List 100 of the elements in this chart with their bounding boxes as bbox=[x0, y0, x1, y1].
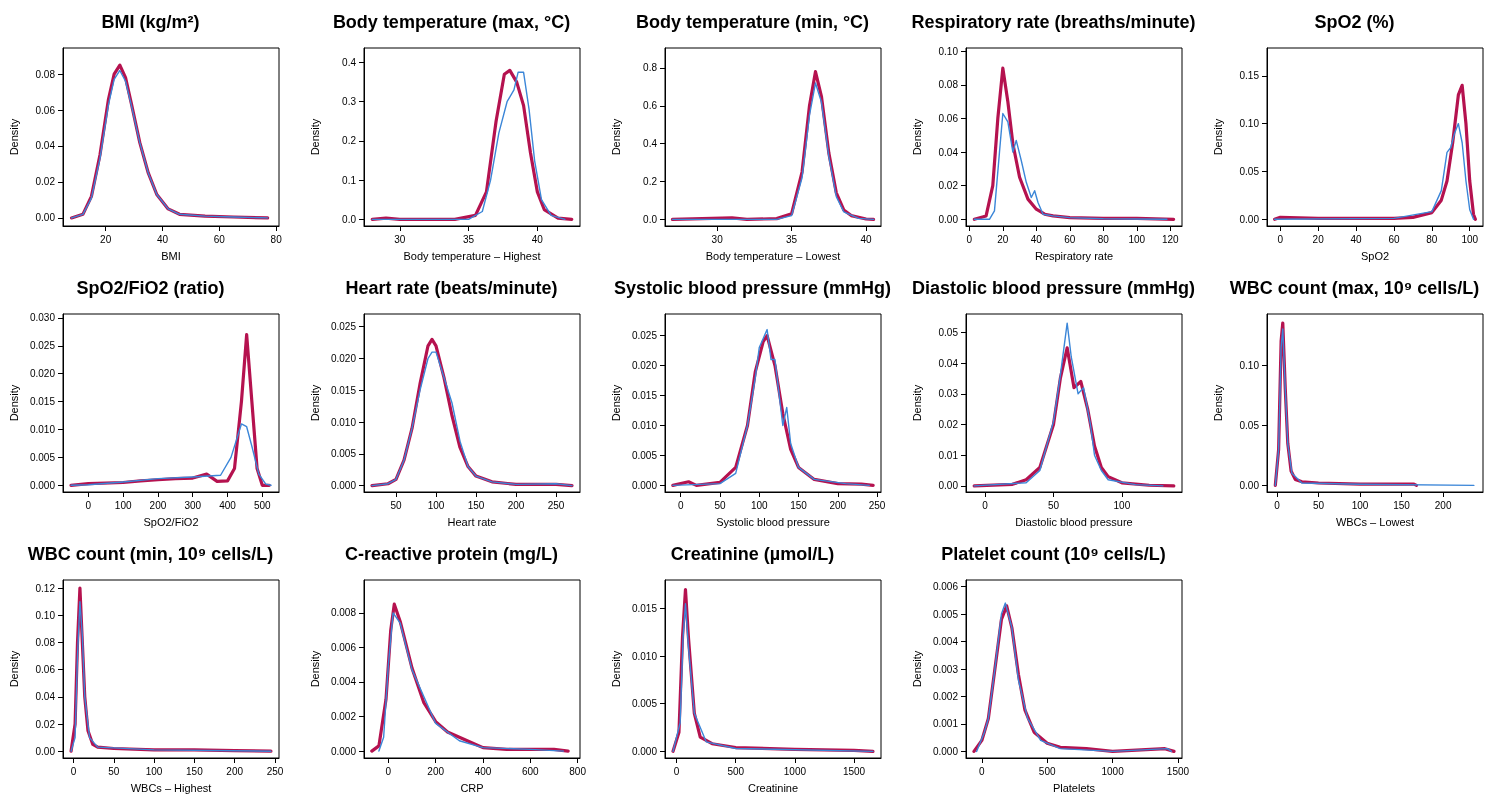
y-tick-label: 0.02 bbox=[938, 418, 959, 430]
x-tick-label: 50 bbox=[1312, 499, 1325, 511]
y-tick-label: 0.030 bbox=[29, 312, 56, 324]
x-tick-label: 60 bbox=[213, 233, 226, 245]
y-tick-label: 0.020 bbox=[631, 360, 658, 372]
x-tick-label: 100 bbox=[1113, 499, 1131, 511]
y-tick-label: 0.05 bbox=[1239, 165, 1260, 177]
x-tick-label: 80 bbox=[1426, 233, 1438, 245]
y-tick-label: 0.006 bbox=[330, 641, 357, 653]
x-tick-label: 50 bbox=[108, 765, 120, 777]
y-axis-title: Density bbox=[910, 118, 923, 156]
y-tick-label: 0.00 bbox=[35, 745, 56, 757]
x-tick-label: 400 bbox=[474, 765, 492, 777]
y-tick-label: 0.00 bbox=[938, 213, 959, 225]
x-tick-label: 0 bbox=[979, 765, 986, 777]
chart-title: BMI (kg/m²) bbox=[101, 12, 200, 32]
x-tick-label: 200 bbox=[226, 765, 244, 777]
x-tick-label: 0 bbox=[70, 765, 77, 777]
x-axis-title: Heart rate bbox=[447, 515, 497, 528]
y-tick-label: 0.08 bbox=[938, 79, 959, 91]
y-tick-label: 0.005 bbox=[29, 451, 56, 463]
y-tick-label: 0.025 bbox=[631, 330, 658, 342]
x-tick-label: 200 bbox=[1434, 499, 1452, 511]
y-tick-label: 0.10 bbox=[938, 45, 959, 57]
x-axis-title: Platelets bbox=[1052, 781, 1096, 794]
y-tick-label: 0.015 bbox=[631, 603, 658, 615]
x-tick-label: 100 bbox=[1128, 233, 1146, 245]
x-tick-label: 80 bbox=[1097, 233, 1110, 245]
x-tick-label: 100 bbox=[145, 765, 163, 777]
y-tick-label: 0.0 bbox=[643, 213, 658, 225]
y-tick-label: 0.05 bbox=[938, 326, 959, 338]
y-tick-label: 0.1 bbox=[342, 174, 357, 186]
x-tick-label: 35 bbox=[786, 233, 798, 245]
x-tick-label: 200 bbox=[427, 765, 445, 777]
y-tick-label: 0.015 bbox=[330, 384, 357, 396]
y-tick-label: 0.005 bbox=[631, 698, 658, 710]
y-tick-label: 0.010 bbox=[631, 419, 658, 431]
y-tick-label: 0.06 bbox=[35, 664, 56, 676]
y-tick-label: 0.025 bbox=[330, 321, 357, 333]
x-tick-label: 60 bbox=[1064, 233, 1076, 245]
y-axis-title: Density bbox=[308, 650, 321, 688]
y-tick-label: 0.10 bbox=[1239, 359, 1260, 371]
y-tick-label: 0.010 bbox=[29, 424, 56, 435]
y-tick-label: 0.004 bbox=[330, 676, 357, 688]
y-tick-label: 0.000 bbox=[932, 745, 959, 757]
x-axis-title: SpO2 bbox=[1360, 249, 1390, 262]
y-tick-label: 0.02 bbox=[938, 180, 959, 192]
x-tick-label: 20 bbox=[1312, 233, 1325, 245]
y-tick-label: 0.020 bbox=[330, 353, 357, 364]
y-tick-label: 0.02 bbox=[35, 718, 56, 730]
y-tick-label: 0.002 bbox=[330, 711, 357, 723]
x-tick-label: 1000 bbox=[1101, 765, 1125, 777]
x-tick-label: 0 bbox=[1274, 499, 1281, 511]
x-axis-title: CRP bbox=[460, 781, 484, 794]
x-axis-title: Systolic blood pressure bbox=[716, 515, 830, 528]
x-tick-label: 20 bbox=[997, 233, 1009, 245]
chart-title: C-reactive protein (mg/L) bbox=[344, 544, 559, 564]
chart-title: Creatinine (µmol/L) bbox=[670, 544, 835, 564]
y-tick-label: 0.2 bbox=[643, 176, 658, 187]
chart-title: Platelet count (10⁹ cells/L) bbox=[941, 544, 1166, 564]
y-tick-label: 0.020 bbox=[29, 368, 56, 380]
x-tick-label: 0 bbox=[85, 499, 92, 511]
x-axis-title: Respiratory rate bbox=[1034, 249, 1114, 262]
x-tick-label: 50 bbox=[1047, 499, 1060, 511]
x-tick-label: 0 bbox=[673, 765, 680, 777]
y-tick-label: 0.00 bbox=[35, 212, 56, 224]
x-tick-label: 100 bbox=[1351, 499, 1369, 511]
y-tick-label: 0.02 bbox=[35, 176, 56, 188]
y-tick-label: 0.04 bbox=[35, 140, 56, 152]
x-tick-label: 400 bbox=[219, 499, 237, 511]
x-tick-label: 1500 bbox=[1166, 765, 1190, 777]
x-tick-label: 250 bbox=[547, 499, 565, 511]
x-axis-title: Creatinine bbox=[747, 781, 799, 794]
y-tick-label: 0.005 bbox=[330, 448, 357, 460]
chart-title: Respiratory rate (breaths/minute) bbox=[911, 12, 1196, 32]
y-tick-label: 0.002 bbox=[932, 690, 959, 702]
y-tick-label: 0.010 bbox=[631, 650, 658, 662]
x-tick-label: 120 bbox=[1161, 233, 1180, 245]
x-tick-label: 0 bbox=[966, 233, 973, 245]
x-axis-title: SpO2/FiO2 bbox=[143, 515, 199, 528]
x-axis-title: WBCs – Lowest bbox=[1335, 515, 1415, 528]
x-tick-label: 0 bbox=[982, 499, 989, 511]
y-tick-label: 0.01 bbox=[938, 449, 959, 461]
y-tick-label: 0.005 bbox=[631, 449, 658, 461]
x-tick-label: 40 bbox=[531, 233, 544, 245]
x-tick-label: 800 bbox=[569, 765, 587, 777]
y-tick-label: 0.0 bbox=[342, 213, 357, 225]
x-tick-label: 40 bbox=[156, 233, 169, 245]
y-tick-label: 0.10 bbox=[1239, 118, 1260, 130]
chart-title: SpO2 (%) bbox=[1314, 12, 1395, 32]
y-tick-label: 0.004 bbox=[932, 636, 959, 648]
y-tick-label: 0.15 bbox=[1239, 70, 1260, 82]
x-tick-label: 30 bbox=[711, 233, 724, 245]
x-tick-label: 150 bbox=[186, 765, 204, 777]
x-tick-label: 200 bbox=[149, 499, 167, 511]
y-axis-title: Density bbox=[910, 384, 923, 422]
x-tick-label: 150 bbox=[1393, 499, 1411, 511]
x-axis-title: BMI bbox=[161, 249, 181, 262]
y-tick-label: 0.08 bbox=[35, 68, 56, 80]
x-tick-label: 600 bbox=[521, 765, 540, 777]
